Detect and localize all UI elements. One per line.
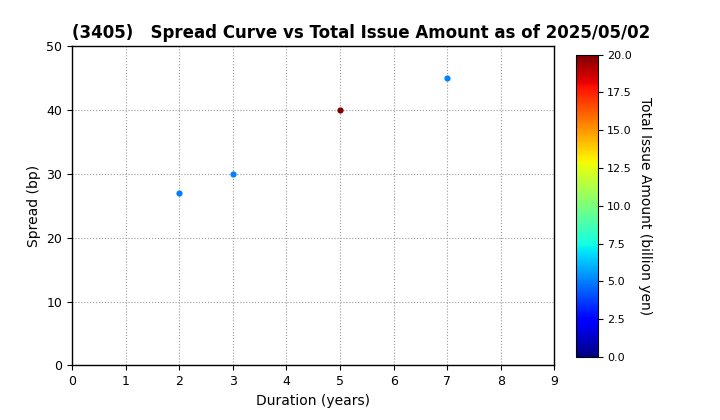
Point (174, 190, 185, 197)
Y-axis label: Spread (bp): Spread (bp) (27, 165, 41, 247)
Point (441, 75, 453, 81)
Y-axis label: Total Issue Amount (billion yen): Total Issue Amount (billion yen) (637, 97, 652, 315)
Point (334, 107, 346, 113)
Text: (3405)   Spread Curve vs Total Issue Amount as of 2025/05/02: (3405) Spread Curve vs Total Issue Amoun… (72, 24, 650, 42)
X-axis label: Duration (years): Duration (years) (256, 394, 370, 408)
Point (227, 171, 238, 177)
